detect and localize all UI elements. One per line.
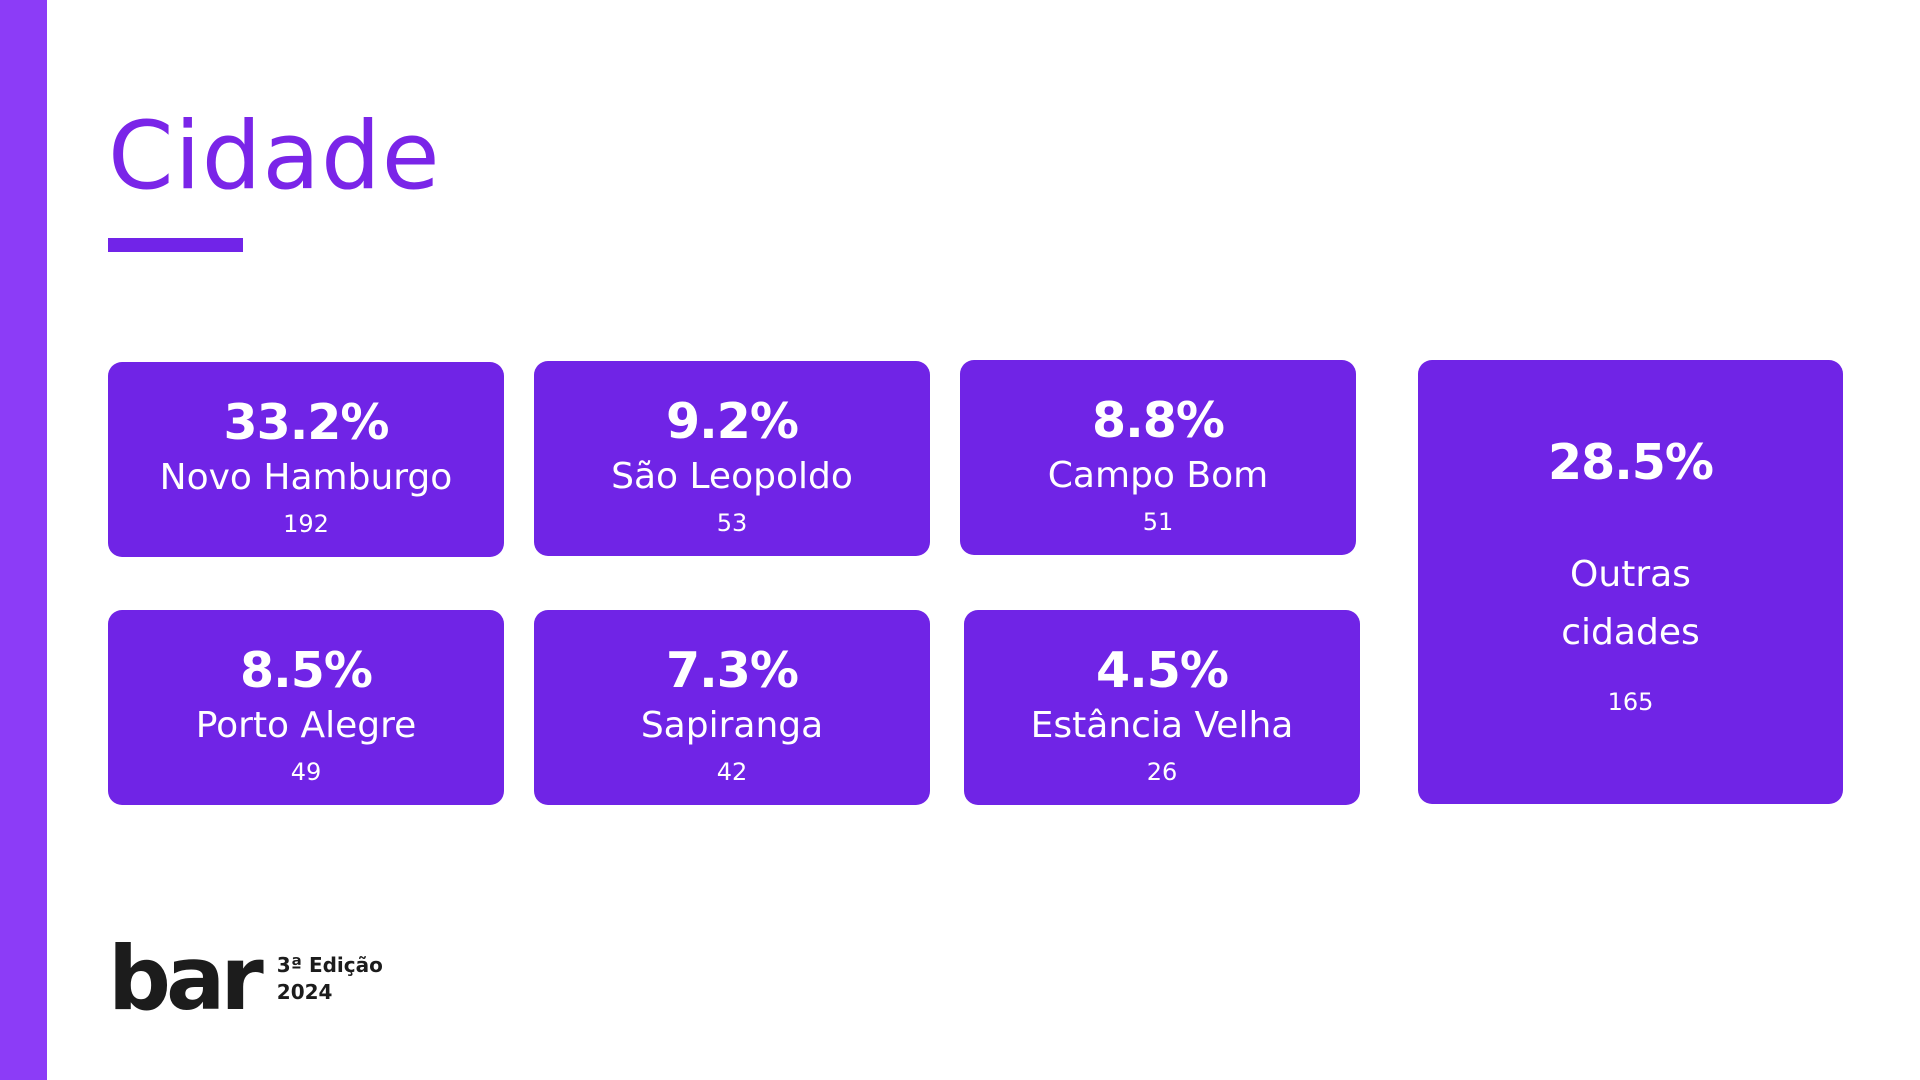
city-card-novo-hamburgo: 33.2% Novo Hamburgo 192 xyxy=(108,362,504,557)
city-percent: 9.2% xyxy=(666,393,799,450)
city-name: Campo Bom xyxy=(1047,455,1269,496)
logo-edition-block: 3ª Edição 2024 xyxy=(277,952,383,1006)
logo-year: 2024 xyxy=(276,980,333,1004)
event-logo: bar 3ª Edição 2024 xyxy=(108,935,383,1023)
city-count: 42 xyxy=(716,758,748,786)
city-name: São Leopoldo xyxy=(611,456,853,497)
others-label: Outras cidades xyxy=(1418,546,1843,661)
city-count: 49 xyxy=(290,758,322,786)
others-label-line1: Outras xyxy=(1570,554,1691,595)
city-count: 192 xyxy=(283,510,329,538)
city-percent: 8.8% xyxy=(1092,392,1225,449)
city-count: 51 xyxy=(1142,508,1174,536)
others-label-line2: cidades xyxy=(1561,611,1700,653)
left-accent-bar xyxy=(0,0,47,1080)
city-name: Porto Alegre xyxy=(195,705,417,746)
logo-edition: 3ª Edição xyxy=(276,953,383,977)
city-percent: 33.2% xyxy=(223,394,390,451)
city-card-porto-alegre: 8.5% Porto Alegre 49 xyxy=(108,610,504,805)
title-underline xyxy=(108,238,243,252)
city-card-campo-bom: 8.8% Campo Bom 51 xyxy=(960,360,1356,555)
others-count: 165 xyxy=(1607,688,1654,716)
city-card-sao-leopoldo: 9.2% São Leopoldo 53 xyxy=(534,361,930,556)
city-name: Estância Velha xyxy=(1030,705,1294,746)
city-card-estancia-velha: 4.5% Estância Velha 26 xyxy=(964,610,1360,805)
city-percent: 7.3% xyxy=(666,642,799,699)
city-card-sapiranga: 7.3% Sapiranga 42 xyxy=(534,610,930,805)
city-count: 26 xyxy=(1146,758,1178,786)
city-percent: 4.5% xyxy=(1096,642,1229,699)
page-title: Cidade xyxy=(108,102,441,211)
city-percent: 8.5% xyxy=(240,642,373,699)
others-percent: 28.5% xyxy=(1548,434,1714,491)
city-card-outras-cidades: 28.5% Outras cidades 165 xyxy=(1418,360,1843,804)
logo-wordmark: bar xyxy=(108,927,264,1030)
city-count: 53 xyxy=(716,509,748,537)
city-name: Sapiranga xyxy=(640,705,824,746)
city-name: Novo Hamburgo xyxy=(159,457,453,498)
